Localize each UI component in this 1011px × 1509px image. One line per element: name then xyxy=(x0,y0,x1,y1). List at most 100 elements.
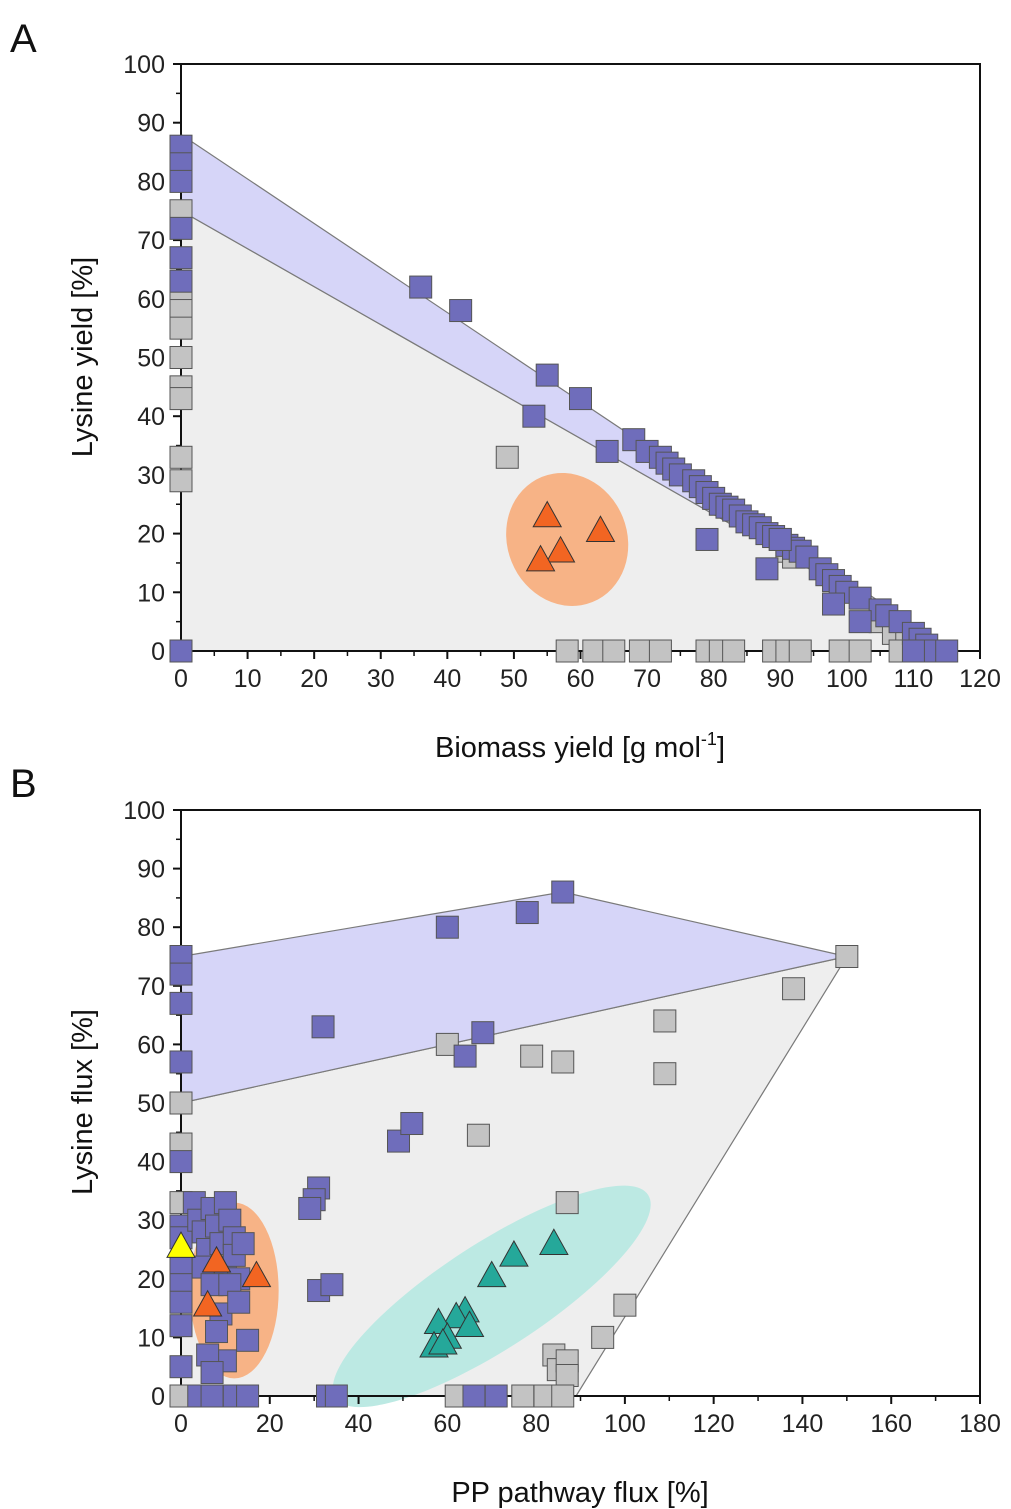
panel-b-square-point xyxy=(169,1355,193,1379)
panel-b-square-point xyxy=(511,1384,535,1408)
panel-a-square-point xyxy=(768,527,792,551)
panel-a-square-point xyxy=(169,269,193,293)
panel-a-x-tick-label: 40 xyxy=(433,665,461,693)
panel-b-square-point xyxy=(400,1112,424,1136)
panel-b-square-point xyxy=(551,880,575,904)
panel-b-triangle-point xyxy=(166,1231,196,1258)
panel-a-x-tick-label: 70 xyxy=(633,665,661,693)
panel-b-square-point xyxy=(298,1196,322,1220)
panel-a-square-point xyxy=(848,586,872,610)
panel-b-square-point xyxy=(551,1384,575,1408)
panel-a-square-point xyxy=(695,527,719,551)
panel-b-y-tick-label: 40 xyxy=(137,1149,165,1177)
panel-b-square-point xyxy=(236,1328,260,1352)
panel-a-square-point xyxy=(848,639,872,663)
panel-b-square-point xyxy=(205,1320,229,1344)
panel-a-markers xyxy=(169,134,959,663)
panel-b-x-axis-title: PP pathway flux [%] xyxy=(451,1477,708,1509)
panel-b-y-tick-label: 60 xyxy=(137,1031,165,1059)
panel-a-square-point xyxy=(535,363,559,387)
panel-b-x-tick-label: 100 xyxy=(604,1410,646,1438)
panel-a-y-tick-label: 100 xyxy=(123,51,165,79)
panel-a-y-tick-label: 0 xyxy=(151,638,165,666)
panel-b-square-point xyxy=(435,1032,459,1056)
panel-a-square-point xyxy=(169,639,193,663)
panel-b-square-point xyxy=(484,1384,508,1408)
panel-b-square-point xyxy=(236,1384,260,1408)
panel-a-square-point xyxy=(595,439,619,463)
panel-a-y-tick-label: 50 xyxy=(137,345,165,373)
panel-b-y-tick-label: 30 xyxy=(137,1207,165,1235)
panel-a-y-tick-label: 90 xyxy=(137,110,165,138)
panel-a-square-point xyxy=(602,639,626,663)
panel-b-square-point xyxy=(169,1290,193,1314)
panel-a-y-tick-label: 60 xyxy=(137,286,165,314)
panel-a-square-point xyxy=(169,246,193,270)
panel-a-y-tick-label: 30 xyxy=(137,462,165,490)
panel-a-square-point xyxy=(828,639,852,663)
panel-b-y-tick-label: 20 xyxy=(137,1266,165,1294)
panel-b-triangle-point xyxy=(441,1301,472,1329)
panel-a-x-axis-title: Biomass yield [g mol-1] xyxy=(435,729,725,764)
panel-a-x-tick-label: 80 xyxy=(700,665,728,693)
panel-b-square-point xyxy=(653,1062,677,1086)
panel-b-square-point xyxy=(320,1273,344,1297)
panel-b-x-tick-label: 20 xyxy=(256,1410,284,1438)
panel-b-square-point xyxy=(471,1021,495,1045)
panel-b-square-point xyxy=(835,945,859,968)
panel-b-x-tick-label: 0 xyxy=(174,1410,188,1438)
panel-b-square-point xyxy=(591,1325,615,1349)
panel-letter-a: A xyxy=(10,17,37,61)
panel-a-y-tick-label: 20 xyxy=(137,521,165,549)
panel-b-square-point xyxy=(613,1293,637,1317)
panel-b-triangle-point xyxy=(539,1228,569,1255)
panel-a-triangle-point xyxy=(525,544,556,572)
panel-a-x-tick-label: 110 xyxy=(893,665,933,693)
panel-a-square-point xyxy=(935,639,959,663)
panel-b-x-tick-label: 60 xyxy=(433,1410,461,1438)
panel-a-plot-area: 0 10 20 30 40 50 60 70 80 90 100 0 10 20 30 40 50 60 70 80 9… xyxy=(123,51,1001,693)
panel-a-x-tick-label: 30 xyxy=(367,665,395,693)
panel-b-triangle-point xyxy=(192,1289,223,1317)
panel-a-triangle-point xyxy=(532,500,563,528)
panel-a-x-tick-label: 10 xyxy=(234,665,262,693)
panel-a-x-tick-label: 90 xyxy=(766,665,794,693)
panel-b-square-point xyxy=(169,1091,193,1115)
panel-a-square-point xyxy=(788,639,812,663)
panel-b-square-point xyxy=(169,1150,193,1174)
panel-b-triangle-point xyxy=(241,1260,272,1288)
panel-b-highlight-ellipse-1 xyxy=(332,1185,651,1408)
panel-b-triangle-point xyxy=(499,1239,529,1267)
panel-b-y-tick-label: 90 xyxy=(137,856,165,884)
panel-a-square-point xyxy=(848,610,872,634)
panel-b-x-tick-label: 80 xyxy=(522,1410,550,1438)
panel-b-triangle-point xyxy=(428,1327,458,1355)
panel-a-square-point xyxy=(582,639,606,663)
panel-a-y-tick-label: 10 xyxy=(137,579,165,607)
panel-a-triangle-point xyxy=(545,535,576,563)
panel-b-square-point xyxy=(200,1361,224,1385)
panel-a-square-point xyxy=(169,216,193,240)
panel-b-square-point xyxy=(555,1363,579,1387)
panel-a-square-point xyxy=(449,299,473,323)
panel-b-square-point xyxy=(453,1044,477,1068)
panel-b-y-axis-title: Lysine flux [%] xyxy=(67,1009,99,1195)
panel-b-plot-area: 0 10 20 30 40 50 60 70 80 90 100 0 20 40 60 80 100 120 140… xyxy=(123,797,1001,1438)
panel-a-square-point xyxy=(722,639,746,663)
panel-b: B 0 10 20 30 40 50 60 70 80 90 100 0 20 40 60 80 100 120 1… xyxy=(10,762,1001,1509)
panel-b-square-point xyxy=(653,1009,677,1033)
panel-b-triangle-point xyxy=(201,1245,232,1273)
panel-a: A 0 10 20 30 40 50 60 70 80 90 100 0 10 20 30 40 50 60 70 8… xyxy=(10,17,1001,764)
panel-a-y-tick-label: 40 xyxy=(137,403,165,431)
panel-a-x-tick-label: 20 xyxy=(300,665,328,693)
panel-b-y-tick-label: 80 xyxy=(137,914,165,942)
panel-b-square-point xyxy=(324,1384,348,1408)
panel-b-square-point xyxy=(435,915,459,939)
panel-a-x-tick-label: 120 xyxy=(959,665,1001,693)
panel-a-square-point xyxy=(169,387,193,411)
panel-a-highlight-ellipse-0 xyxy=(506,472,629,606)
panel-b-x-tick-label: 180 xyxy=(959,1410,1001,1438)
panel-b-square-point xyxy=(169,1314,193,1338)
panel-b-triangle-point xyxy=(476,1260,507,1288)
